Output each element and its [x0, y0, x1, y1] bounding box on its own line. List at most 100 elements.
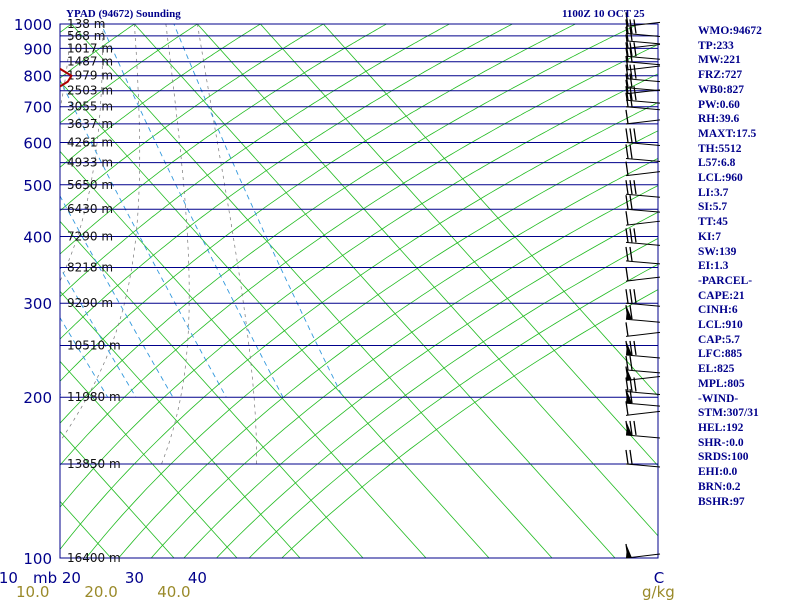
index-item: TH:5512 — [698, 142, 742, 155]
index-item: STM:307/31 — [698, 407, 759, 420]
height-label: 7290 m — [67, 230, 113, 244]
index-item: SHR-:0.0 — [698, 436, 744, 449]
wind-barb-feather — [629, 355, 633, 371]
index-item: PW:0.60 — [698, 98, 740, 111]
wind-barb-staff — [625, 55, 661, 60]
isotherm-line — [60, 220, 364, 558]
height-label: 1017 m — [67, 41, 113, 55]
index-item: LCL:910 — [698, 319, 743, 332]
height-label: 5650 m — [67, 178, 113, 192]
dry-adiabat-line — [60, 24, 325, 212]
temperature-tick-label: 30 — [125, 569, 144, 587]
dry-adiabat-line — [215, 237, 658, 558]
wind-barb — [625, 161, 661, 177]
wind-barb-feather — [629, 47, 633, 62]
wind-barb-feather — [633, 289, 637, 304]
dry-adiabat-line — [60, 102, 658, 551]
index-item: MPL:805 — [698, 377, 745, 390]
index-item: CINH:6 — [698, 304, 738, 317]
pressure-tick-label: 100 — [23, 550, 52, 568]
isotherm-line — [70, 24, 553, 558]
wind-barb-feather — [629, 228, 633, 243]
wind-barb — [625, 228, 661, 246]
wind-barb — [625, 195, 661, 213]
wind-barb-feather — [625, 64, 629, 79]
wind-barb — [625, 449, 661, 468]
wind-barb — [625, 305, 661, 323]
pressure-tick-label: 900 — [23, 40, 52, 58]
wind-barb-feather — [625, 34, 629, 49]
wind-barb — [625, 47, 661, 66]
height-label: 138 m — [67, 17, 105, 31]
wind-barb-feather — [629, 195, 633, 210]
wind-barb-feather — [629, 449, 633, 465]
axes-labels: 1002003004005006007008009001000mb−50−40−… — [0, 16, 675, 600]
wind-barb-feather — [625, 195, 629, 210]
height-label: 4261 m — [67, 136, 113, 150]
wind-barb-feather — [633, 180, 637, 195]
isotherm-line — [133, 24, 616, 558]
index-item: MW:221 — [698, 54, 741, 67]
wind-barb-feather — [625, 109, 629, 124]
dry-adiabat-line — [60, 73, 658, 508]
height-label: 13850 m — [67, 457, 121, 471]
dry-adiabat-line — [0, 13, 23, 570]
wind-barb-feather — [629, 340, 633, 356]
wind-barb-staff — [625, 331, 661, 337]
height-label: 568 m — [67, 29, 105, 43]
isotherm-line — [259, 24, 658, 467]
mixing-ratio-tick-label: 40.0 — [157, 583, 190, 600]
pressure-axis-label: mb — [33, 569, 57, 587]
wind-barb — [625, 92, 661, 111]
moist-adiabat-line — [161, 24, 190, 465]
wind-barb-staff — [625, 391, 661, 396]
wind-barb-staff — [625, 193, 661, 198]
height-label: 10510 m — [67, 339, 121, 353]
wind-barb-feather — [629, 128, 633, 143]
dry-adiabat-line — [60, 24, 199, 124]
wind-barb — [625, 401, 661, 416]
wind-barb — [625, 246, 661, 265]
wind-barb — [625, 543, 661, 559]
stability-indices-panel: WMO:94672 TP:233 MW:221 FRZ:727 WB0:827 PW:0.… — [698, 24, 762, 509]
wind-barb-pennant — [626, 342, 632, 355]
moist-adiabat-line — [197, 24, 257, 464]
isotherm-line — [60, 430, 175, 558]
index-item: SRDS:100 — [698, 451, 749, 464]
wind-barb — [625, 73, 661, 92]
wind-barb-staff — [625, 65, 661, 71]
wind-barb — [625, 180, 661, 198]
index-item: LFC:885 — [698, 348, 743, 361]
wind-barb-feather — [625, 92, 629, 107]
height-label: 1487 m — [67, 55, 113, 69]
wind-barb — [625, 340, 661, 359]
wind-barbs — [625, 12, 661, 559]
wind-barb-feather — [625, 161, 629, 176]
wind-barb-staff — [625, 40, 661, 45]
wind-barb-feather — [629, 289, 633, 304]
wind-barb-feather — [625, 12, 629, 27]
wind-barb-staff — [625, 171, 661, 177]
wind-barb-staff — [625, 78, 661, 83]
profile-lines — [60, 67, 73, 88]
wind-barb-staff — [625, 32, 661, 37]
wind-barb-feather — [629, 64, 633, 79]
mixing-ratio-line — [60, 266, 137, 398]
wind-barb-staff — [625, 434, 661, 439]
pressure-tick-label: 800 — [23, 68, 52, 86]
wind-barb-feather — [629, 246, 633, 262]
wind-barb-feather — [625, 47, 629, 62]
index-item: MAXT:17.5 — [698, 127, 757, 140]
index-item: TP:233 — [698, 39, 734, 52]
dry-adiabat-line — [60, 24, 451, 298]
wind-barb-staff — [625, 410, 661, 416]
height-label: 8218 m — [67, 261, 113, 275]
pressure-tick-label: 1000 — [14, 16, 52, 34]
wind-barb — [625, 322, 661, 337]
height-label: 3055 m — [67, 100, 113, 114]
wind-barb-feather — [625, 42, 629, 57]
pressure-tick-label: 600 — [23, 135, 52, 153]
wind-barb-staff — [625, 106, 661, 111]
wind-barb-feather — [625, 128, 629, 143]
dry-adiabat-line — [150, 185, 658, 558]
